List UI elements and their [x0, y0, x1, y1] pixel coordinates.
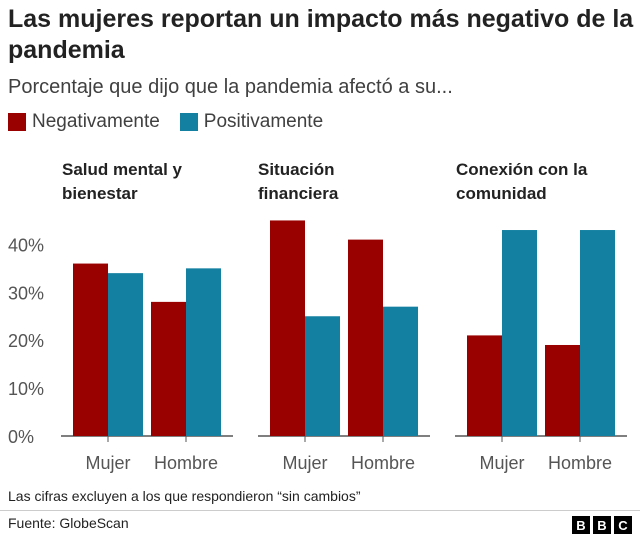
source: Fuente: GlobeScan [8, 515, 129, 531]
footnote: Las cifras excluyen a los que respondier… [8, 488, 361, 504]
bar-negativamente-hombre [348, 239, 383, 436]
panel-title: Situación financiera [258, 160, 339, 203]
bar-negativamente-mujer [467, 335, 502, 436]
logo-block: B [572, 516, 590, 534]
bar-positivamente-hombre [186, 268, 221, 436]
y-tick-label: 0% [8, 427, 34, 447]
bar-negativamente-mujer [270, 220, 305, 436]
chart-subtitle: Porcentaje que dijo que la pandemia afec… [8, 76, 453, 98]
y-tick-label: 20% [8, 331, 44, 351]
x-tick-label: Mujer [85, 453, 130, 473]
x-tick-label: Hombre [351, 453, 415, 473]
x-tick-label: Mujer [282, 453, 327, 473]
legend-label: Positivamente [203, 111, 324, 132]
legend-item-negative: Negativamente [8, 111, 160, 133]
divider [0, 510, 640, 511]
logo-block: C [614, 516, 632, 534]
y-tick-label: 40% [8, 235, 44, 255]
x-tick-label: Hombre [548, 453, 612, 473]
legend-swatch [179, 113, 198, 131]
bar-positivamente-mujer [108, 273, 143, 436]
y-tick-label: 30% [8, 283, 44, 303]
x-tick-label: Hombre [154, 453, 218, 473]
bar-positivamente-mujer [502, 230, 537, 436]
chart-title: Las mujeres reportan un impacto más nega… [8, 5, 634, 64]
legend: Negativamente Positivamente [8, 111, 323, 133]
legend-label: Negativamente [32, 111, 160, 132]
bar-positivamente-hombre [580, 230, 615, 436]
panel-title: Salud mental y bienestar [62, 160, 182, 203]
panel-title: Conexión con la comunidad [456, 160, 588, 203]
logo-block: B [593, 516, 611, 534]
bar-negativamente-hombre [545, 344, 580, 436]
x-tick-label: Mujer [479, 453, 524, 473]
bar-positivamente-mujer [305, 316, 340, 436]
bar-negativamente-hombre [151, 301, 186, 436]
bar-negativamente-mujer [73, 263, 108, 436]
y-tick-label: 10% [8, 379, 44, 399]
legend-swatch [8, 113, 26, 131]
bar-positivamente-hombre [383, 306, 418, 436]
legend-item-positive: Positivamente [179, 111, 324, 133]
